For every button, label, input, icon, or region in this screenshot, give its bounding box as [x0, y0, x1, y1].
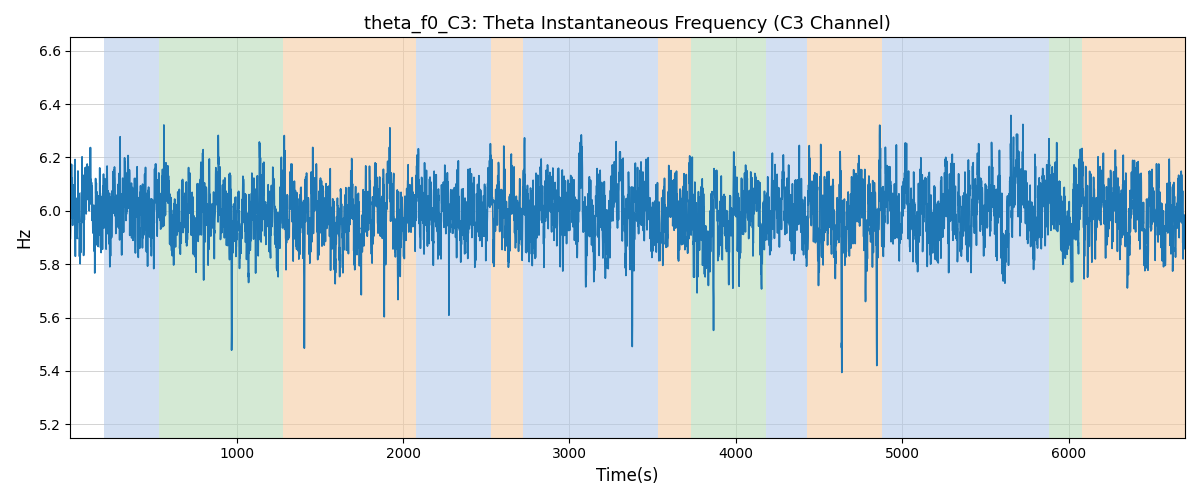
Bar [1082, 38, 1186, 438]
Bar [808, 38, 882, 438]
Y-axis label: Hz: Hz [14, 227, 32, 248]
Title: theta_f0_C3: Theta Instantaneous Frequency (C3 Channel): theta_f0_C3: Theta Instantaneous Frequen… [365, 15, 892, 34]
Bar [658, 38, 691, 438]
X-axis label: Time(s): Time(s) [596, 467, 659, 485]
Bar [523, 38, 658, 438]
Bar [1049, 38, 1082, 438]
Bar [283, 38, 416, 438]
Bar [491, 38, 523, 438]
Bar [103, 38, 158, 438]
Bar [158, 38, 283, 438]
Bar [691, 38, 766, 438]
Bar [882, 38, 1049, 438]
Bar [766, 38, 808, 438]
Bar [416, 38, 491, 438]
